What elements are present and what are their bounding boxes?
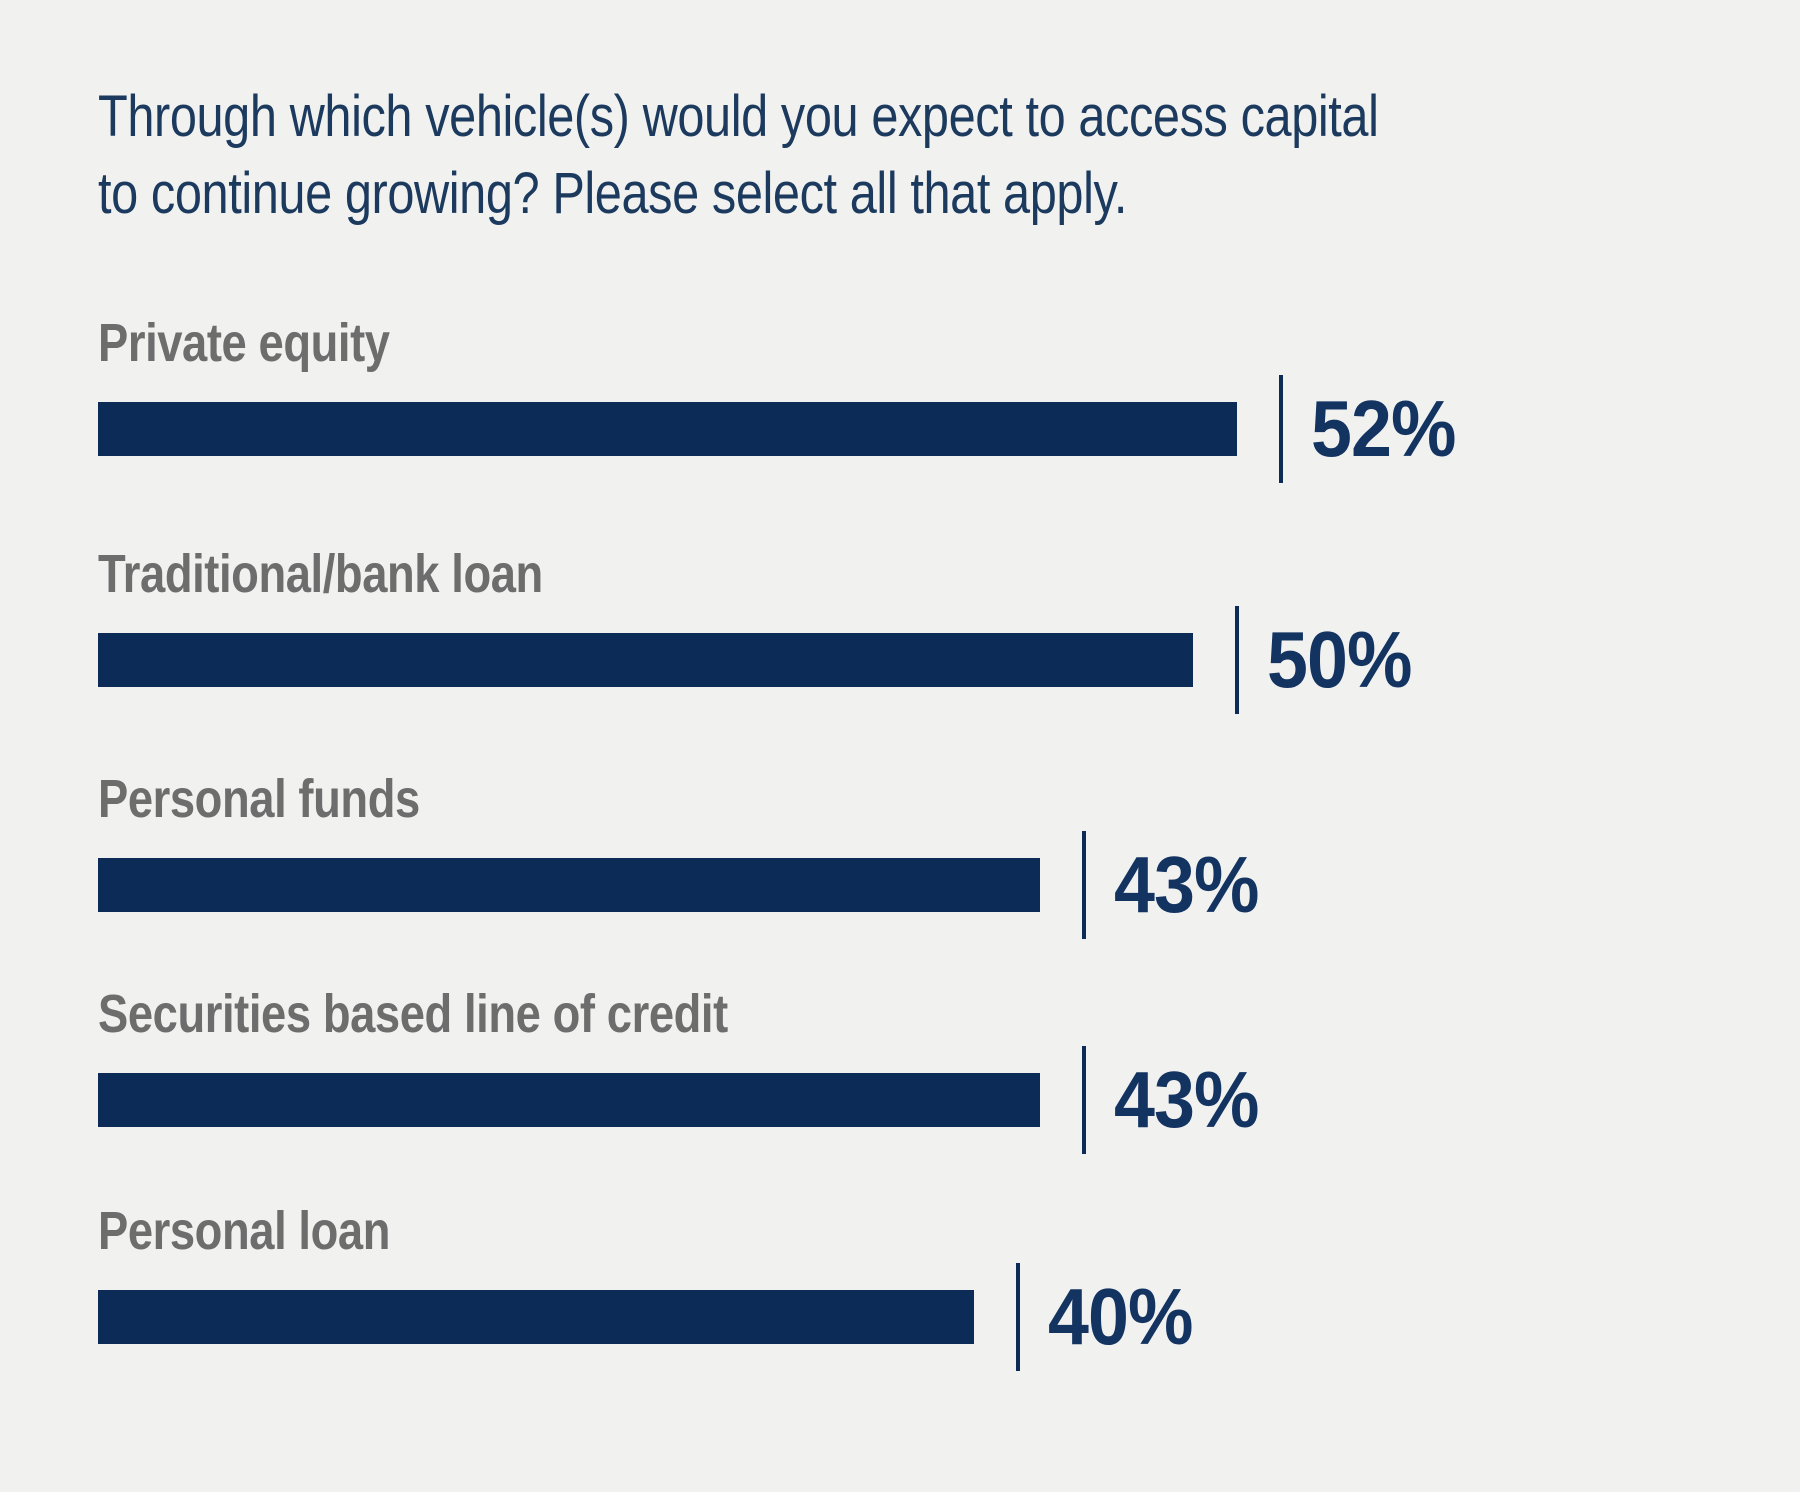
value-tick (1279, 375, 1283, 483)
value-tick (1016, 1263, 1020, 1371)
chart-title-line1: Through which vehicle(s) would you expec… (98, 84, 1379, 149)
bar-row-personal-loan: Personal loan 40% (0, 1200, 1800, 1380)
bar-securities-based-line-of-credit (98, 1073, 1040, 1127)
value-tick (1082, 1046, 1086, 1154)
category-label-personal-loan: Personal loan (98, 1201, 391, 1261)
category-label-traditional-bank-loan: Traditional/bank loan (98, 544, 543, 604)
value-label-personal-funds: 43% (1114, 840, 1259, 929)
bar-personal-loan (98, 1290, 974, 1344)
value-tick (1235, 606, 1239, 714)
value-label-securities-based-line-of-credit: 43% (1114, 1055, 1259, 1144)
value-label-personal-loan: 40% (1048, 1272, 1193, 1361)
value-label-traditional-bank-loan: 50% (1267, 615, 1412, 704)
bar-private-equity (98, 402, 1237, 456)
bar-row-personal-funds: Personal funds 43% (0, 768, 1800, 948)
chart-title: Through which vehicle(s) would you expec… (98, 78, 1622, 232)
value-label-private-equity: 52% (1311, 384, 1456, 473)
category-label-private-equity: Private equity (98, 313, 390, 373)
bar-row-private-equity: Private equity 52% (0, 312, 1800, 492)
category-label-personal-funds: Personal funds (98, 769, 420, 829)
bar-row-securities-based-line-of-credit: Securities based line of credit 43% (0, 983, 1800, 1163)
value-tick (1082, 831, 1086, 939)
bar-row-traditional-bank-loan: Traditional/bank loan 50% (0, 543, 1800, 723)
chart-title-line2: to continue growing? Please select all t… (98, 161, 1127, 226)
bar-personal-funds (98, 858, 1040, 912)
category-label-securities-based-line-of-credit: Securities based line of credit (98, 984, 728, 1044)
bar-traditional-bank-loan (98, 633, 1193, 687)
